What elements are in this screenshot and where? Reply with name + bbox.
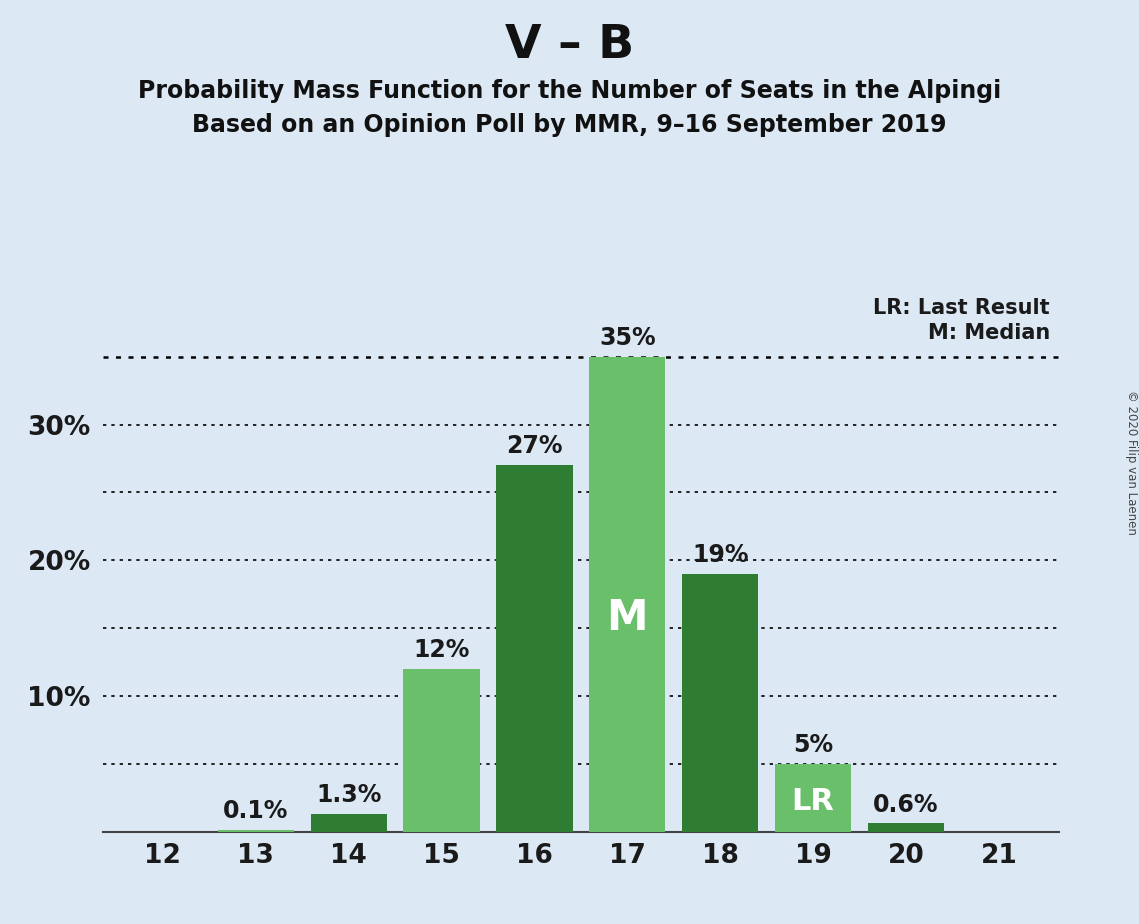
Text: M: M: [607, 597, 648, 638]
Text: 0.6%: 0.6%: [874, 793, 939, 817]
Text: 27%: 27%: [506, 434, 563, 458]
Text: 0.1%: 0.1%: [223, 799, 288, 823]
Text: LR: Last Result: LR: Last Result: [874, 298, 1050, 319]
Text: 12%: 12%: [413, 638, 469, 662]
Bar: [311, 814, 387, 832]
Text: 5%: 5%: [793, 733, 833, 757]
Text: V – B: V – B: [505, 23, 634, 68]
Bar: [868, 823, 944, 832]
Bar: [403, 669, 480, 832]
Text: © 2020 Filip van Laenen: © 2020 Filip van Laenen: [1124, 390, 1138, 534]
Bar: [218, 831, 294, 832]
Text: 35%: 35%: [599, 326, 656, 350]
Text: 19%: 19%: [693, 543, 748, 567]
Text: LR: LR: [792, 786, 835, 816]
Bar: [775, 764, 851, 832]
Text: M: Median: M: Median: [928, 322, 1050, 343]
Text: Probability Mass Function for the Number of Seats in the Alpingi: Probability Mass Function for the Number…: [138, 79, 1001, 103]
Bar: [682, 574, 759, 832]
Bar: [589, 357, 665, 832]
Text: Based on an Opinion Poll by MMR, 9–16 September 2019: Based on an Opinion Poll by MMR, 9–16 Se…: [192, 113, 947, 137]
Text: 1.3%: 1.3%: [316, 784, 382, 808]
Bar: [497, 466, 573, 832]
